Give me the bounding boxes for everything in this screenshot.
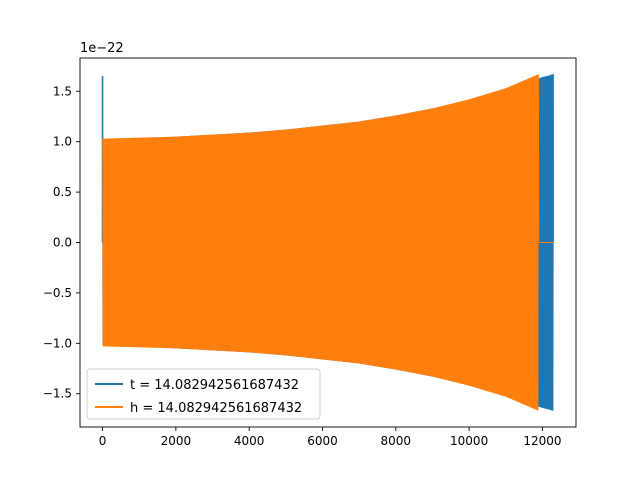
y-tick-label: 0.5 [53, 185, 72, 199]
x-tick-label: 2000 [161, 434, 192, 448]
y-tick-label: 0.0 [53, 236, 72, 250]
x-axis: 0 2000 4000 6000 8000 10000 12000 [99, 427, 562, 448]
x-tick-label: 8000 [381, 434, 412, 448]
x-tick-label: 10000 [450, 434, 488, 448]
x-tick-label: 6000 [307, 434, 338, 448]
legend-label-h: h = 14.082942561687432 [130, 401, 302, 416]
y-tick-label: −0.5 [43, 286, 72, 300]
y-tick-label: 1.0 [53, 135, 72, 149]
x-tick-label: 0 [99, 434, 107, 448]
legend: t = 14.082942561687432 h = 14.0829425616… [86, 368, 321, 420]
legend-label-t: t = 14.082942561687432 [130, 378, 299, 393]
y-tick-label: 1.5 [53, 84, 72, 98]
y-tick-label: −1.0 [43, 336, 72, 350]
y-offset-text: 1e−22 [80, 41, 124, 56]
y-tick-label: −1.5 [43, 387, 72, 401]
x-tick-label: 4000 [234, 434, 265, 448]
x-tick-label: 12000 [523, 434, 561, 448]
legend-box [86, 368, 321, 420]
series-line-h [102, 74, 554, 411]
y-axis: −1.5 −1.0 −0.5 0.0 0.5 1.0 1.5 [43, 84, 80, 401]
series-layer [101, 74, 554, 411]
